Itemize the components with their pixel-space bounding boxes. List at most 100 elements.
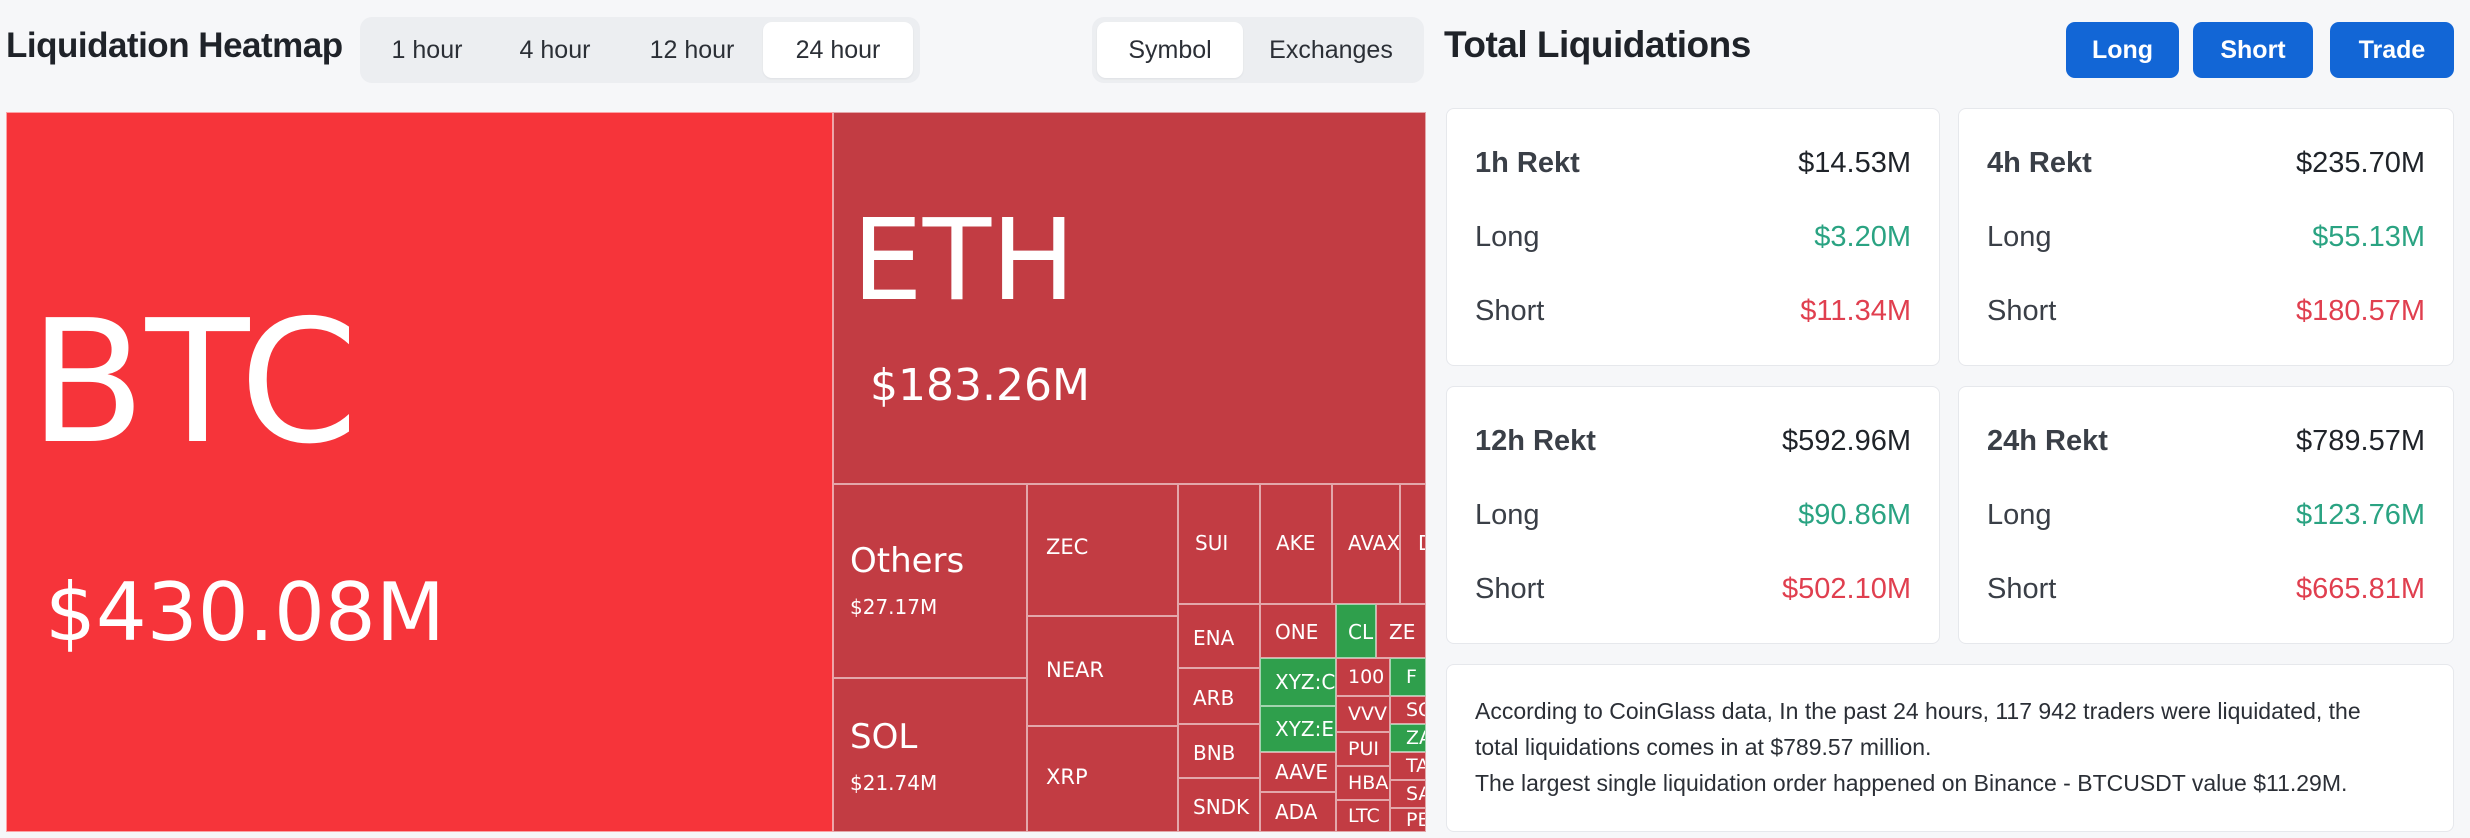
cell-symbol: ARB bbox=[1193, 686, 1235, 710]
cell-symbol: LTC bbox=[1348, 805, 1380, 827]
card-heading: 4h Rekt bbox=[1987, 147, 2092, 179]
cell-value: $430.08M bbox=[45, 566, 445, 659]
tab-12-hour[interactable]: 12 hour bbox=[649, 35, 735, 64]
cell-symbol: PE bbox=[1406, 809, 1425, 831]
treemap-cell-ta[interactable]: TA bbox=[1390, 752, 1426, 780]
treemap-cell-xyz-c[interactable]: XYZ:C bbox=[1260, 658, 1336, 706]
long-label: Long bbox=[1987, 499, 2052, 531]
cell-symbol: HBA bbox=[1348, 772, 1389, 794]
treemap-cell-ena[interactable]: ENA bbox=[1178, 604, 1260, 668]
tab-symbol[interactable]: Symbol bbox=[1097, 22, 1243, 78]
cell-symbol: SOL bbox=[850, 717, 918, 757]
cell-symbol: BTC bbox=[29, 284, 359, 482]
treemap-cell-hb[interactable]: HBA bbox=[1336, 766, 1390, 800]
cell-symbol: AAVE bbox=[1275, 760, 1328, 784]
treemap-cell-eth[interactable]: ETH $183.26M bbox=[833, 112, 1426, 484]
cell-symbol: 100 bbox=[1348, 666, 1385, 688]
short-button[interactable]: Short bbox=[2193, 22, 2313, 78]
tab-4-hour[interactable]: 4 hour bbox=[519, 35, 591, 64]
cell-symbol: SO bbox=[1406, 699, 1425, 721]
short-label: Short bbox=[1987, 295, 2057, 327]
cell-symbol: BNB bbox=[1193, 741, 1236, 765]
treemap-cell-zec[interactable]: ZEC bbox=[1027, 484, 1178, 616]
card-total: $789.57M bbox=[2296, 425, 2425, 457]
rekt-card-4h: 4h Rekt $235.70M Long $55.13M Short $180… bbox=[1958, 108, 2454, 366]
card-total: $592.96M bbox=[1782, 425, 1911, 457]
treemap-cell-xrp[interactable]: XRP bbox=[1027, 726, 1178, 832]
cell-symbol: ZEC bbox=[1046, 535, 1089, 559]
tab-exchanges[interactable]: Exchanges bbox=[1269, 35, 1393, 64]
treemap-cell-sa[interactable]: SA bbox=[1390, 780, 1426, 808]
treemap-cell-za[interactable]: ZA bbox=[1390, 724, 1426, 752]
cell-value: $183.26M bbox=[870, 360, 1090, 411]
cell-symbol: SA bbox=[1406, 783, 1425, 805]
time-range-tabs: 1 hour 4 hour 12 hour 24 hour bbox=[360, 17, 920, 83]
cell-symbol: Others bbox=[850, 541, 965, 581]
cell-symbol: ONE bbox=[1275, 620, 1319, 644]
treemap-cell-bnb[interactable]: BNB bbox=[1178, 724, 1260, 778]
treemap-cell-others[interactable]: Others $27.17M bbox=[833, 484, 1027, 678]
treemap-cell-cl[interactable]: CL bbox=[1336, 604, 1376, 658]
rekt-card-1h: 1h Rekt $14.53M Long $3.20M Short $11.34… bbox=[1446, 108, 1940, 366]
treemap-cell-arb[interactable]: ARB bbox=[1178, 668, 1260, 724]
treemap-cell-sol[interactable]: SOL $21.74M bbox=[833, 678, 1027, 832]
long-value: $90.86M bbox=[1798, 499, 1911, 531]
treemap-cell-pe[interactable]: PE bbox=[1390, 808, 1426, 832]
rekt-card-24h: 24h Rekt $789.57M Long $123.76M Short $6… bbox=[1958, 386, 2454, 644]
long-label: Long bbox=[1475, 499, 1540, 531]
treemap-cell-f[interactable]: F bbox=[1390, 658, 1426, 696]
treemap-cell-near[interactable]: NEAR bbox=[1027, 616, 1178, 726]
treemap-cell-pu[interactable]: PUI bbox=[1336, 732, 1390, 766]
treemap-cell-aave[interactable]: AAVE bbox=[1260, 752, 1336, 792]
card-heading: 1h Rekt bbox=[1475, 147, 1580, 179]
cell-symbol: NEAR bbox=[1046, 658, 1104, 682]
treemap-cell-so[interactable]: SO bbox=[1390, 696, 1426, 724]
summary-line-2: total liquidations comes in at $789.57 m… bbox=[1475, 734, 1932, 760]
cell-symbol: D bbox=[1418, 531, 1425, 555]
trade-button[interactable]: Trade bbox=[2330, 22, 2454, 78]
long-button[interactable]: Long bbox=[2066, 22, 2179, 78]
tab-1-hour[interactable]: 1 hour bbox=[391, 35, 463, 64]
cell-symbol: ZE bbox=[1389, 620, 1416, 644]
cell-symbol: F bbox=[1406, 666, 1417, 688]
short-value: $11.34M bbox=[1800, 295, 1911, 327]
cell-value: $21.74M bbox=[850, 771, 938, 795]
treemap-cell-one[interactable]: ONE bbox=[1260, 604, 1336, 658]
cell-symbol: XYZ:C bbox=[1275, 670, 1336, 694]
cell-symbol: ZA bbox=[1406, 727, 1425, 749]
cell-symbol: VVV bbox=[1348, 703, 1387, 725]
treemap-cell-vvv[interactable]: VVV bbox=[1336, 696, 1390, 732]
short-label: Short bbox=[1475, 295, 1545, 327]
treemap-cell-sui[interactable]: SUI bbox=[1178, 484, 1260, 604]
cell-symbol: CL bbox=[1348, 620, 1374, 644]
cell-value: $27.17M bbox=[850, 595, 938, 619]
summary-line-3: The largest single liquidation order hap… bbox=[1475, 770, 2348, 796]
cell-symbol: ETH bbox=[852, 196, 1076, 326]
tab-24-hour[interactable]: 24 hour bbox=[763, 22, 913, 78]
cell-symbol: SUI bbox=[1195, 531, 1229, 555]
cell-symbol: SNDK bbox=[1193, 795, 1250, 819]
cell-symbol: ENA bbox=[1193, 626, 1235, 650]
long-value: $123.76M bbox=[2296, 499, 2425, 531]
liquidation-summary-note: According to CoinGlass data, In the past… bbox=[1446, 664, 2454, 832]
treemap-cell-ltc[interactable]: LTC bbox=[1336, 800, 1390, 832]
treemap-cell-avax[interactable]: AVAX bbox=[1332, 484, 1400, 604]
treemap-cell-btc[interactable]: BTC $430.08M bbox=[6, 112, 833, 832]
treemap-cell-100[interactable]: 100 bbox=[1336, 658, 1390, 696]
treemap-cell-ada[interactable]: ADA bbox=[1260, 792, 1336, 832]
long-label: Long bbox=[1987, 221, 2052, 253]
long-value: $3.20M bbox=[1814, 221, 1911, 253]
treemap-cell-ake[interactable]: AKE bbox=[1260, 484, 1332, 604]
cell-symbol: ADA bbox=[1275, 800, 1318, 824]
summary-line-1: According to CoinGlass data, In the past… bbox=[1475, 698, 2361, 724]
treemap-cell-xyz-e[interactable]: XYZ:E bbox=[1260, 706, 1336, 752]
short-value: $180.57M bbox=[2296, 295, 2425, 327]
cell-symbol: TA bbox=[1406, 755, 1425, 777]
treemap-cell-ze[interactable]: ZE bbox=[1376, 604, 1426, 658]
heatmap-title: Liquidation Heatmap bbox=[6, 26, 343, 65]
short-label: Short bbox=[1987, 573, 2057, 605]
long-value: $55.13M bbox=[2312, 221, 2425, 253]
cell-symbol: XRP bbox=[1046, 765, 1088, 789]
treemap-cell-d[interactable]: D bbox=[1400, 484, 1426, 604]
treemap-cell-sndk[interactable]: SNDK bbox=[1178, 778, 1260, 832]
